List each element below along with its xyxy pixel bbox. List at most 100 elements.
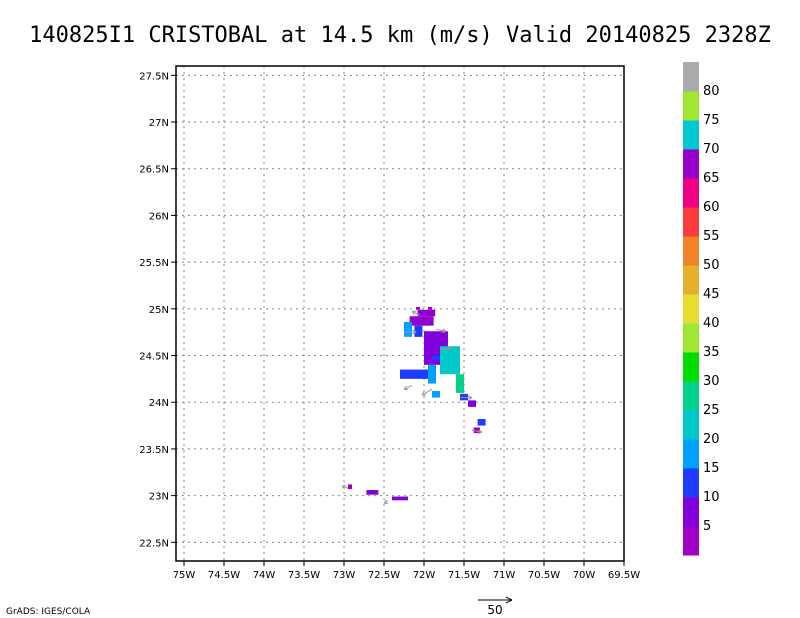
plot-background: [176, 66, 624, 561]
y-tick-label-7: 26N: [149, 211, 169, 222]
wind-speed-cells: [348, 306, 486, 501]
y-tick-label-4: 24.5N: [139, 352, 169, 363]
x-tick-label-11: 69.5W: [608, 570, 640, 581]
wind-vector-head-7: [478, 429, 483, 434]
x-tick-label-6: 72W: [413, 570, 436, 581]
wind-cell-0: [416, 306, 420, 310]
colorbar-segment-12: [683, 178, 699, 208]
wind-cell-19: [366, 490, 379, 495]
wind-vector-head-6: [468, 395, 473, 400]
plot-frame: [175, 65, 625, 562]
wind-cell-4: [404, 321, 412, 337]
colorbar-label-65: 65: [703, 171, 720, 186]
colorbar-label-70: 70: [703, 142, 720, 157]
wind-cell-3: [409, 316, 434, 326]
wind-vector-head-2: [412, 329, 417, 335]
wind-cell-2: [417, 309, 436, 317]
colorbar-segment-14: [683, 120, 699, 150]
wind-vectors: [341, 310, 483, 504]
wind-vector-head-5: [421, 391, 427, 396]
colorbar-segment-0: [683, 526, 699, 556]
plot-area: [175, 65, 625, 562]
colorbar-label-35: 35: [703, 345, 720, 360]
colorbar-label-10: 10: [703, 490, 720, 505]
colorbar-label-5: 5: [703, 519, 711, 534]
wind-vector-1: [435, 328, 447, 332]
y-tick-label-2: 23.5N: [139, 445, 169, 456]
wind-vector-0: [411, 310, 421, 316]
colorbar-segment-8: [683, 294, 699, 324]
wind-cell-18: [348, 484, 352, 490]
x-tick-label-9: 70.5W: [528, 570, 560, 581]
colorbar-segment-7: [683, 323, 699, 353]
wind-cell-20: [392, 496, 408, 501]
wind-cell-10: [428, 364, 436, 384]
wind-cell-13: [432, 391, 440, 398]
colorbar-label-40: 40: [703, 316, 720, 331]
wind-vector-7: [471, 429, 483, 433]
x-tick-label-7: 71.5W: [448, 570, 480, 581]
colorbar-label-50: 50: [703, 258, 720, 273]
vector-scale-key: 50: [478, 596, 513, 617]
colorbar-segment-11: [683, 207, 699, 237]
colorbar-segment-3: [683, 439, 699, 469]
colorbar-label-45: 45: [703, 287, 720, 302]
colorbar-segment-15: [683, 91, 699, 121]
colorbar-segment-13: [683, 149, 699, 179]
vector-scale-label: 50: [487, 603, 502, 617]
colorbar-segment-2: [683, 468, 699, 498]
colorbar-label-30: 30: [703, 374, 720, 389]
colorbar-segment-5: [683, 381, 699, 411]
colorbar-segment-16: [683, 62, 699, 92]
colorbar-segment-9: [683, 265, 699, 295]
chart-title: 140825I1 CRISTOBAL at 14.5 km (m/s) Vali…: [29, 23, 771, 48]
wind-vector-head-8: [341, 484, 347, 490]
wind-vector-head-1: [442, 328, 447, 334]
colorbar: 5 10 15 20 25 30 35 40 45 50 55 60 65 70 75 80: [683, 62, 720, 556]
wind-cell-16: [477, 419, 486, 426]
colorbar-segment-4: [683, 410, 699, 440]
colorbar-label-60: 60: [703, 200, 720, 215]
x-tick-label-5: 72.5W: [368, 570, 400, 581]
wind-cell-15: [468, 400, 476, 407]
wind-cell-11: [440, 346, 460, 375]
x-tick-label-1: 74.5W: [208, 570, 240, 581]
x-tick-label-3: 73.5W: [288, 570, 320, 581]
grads-credit: GrADS: IGES/COLA: [6, 607, 91, 617]
x-tick-label-8: 71W: [493, 570, 516, 581]
wind-cell-17: [473, 427, 480, 434]
colorbar-label-25: 25: [703, 403, 720, 418]
wind-vector-5: [421, 388, 433, 396]
vector-scale-arrowhead: [505, 596, 513, 604]
wind-vector-head-0: [411, 310, 417, 315]
wind-vector-head-3: [448, 346, 453, 351]
y-tick-label-3: 24N: [149, 398, 169, 409]
wind-vector-4: [403, 384, 413, 390]
colorbar-label-20: 20: [703, 432, 720, 447]
colorbar-segment-6: [683, 352, 699, 382]
colorbar-label-15: 15: [703, 461, 720, 476]
x-tick-label-0: 75W: [173, 570, 196, 581]
wind-vector-8: [341, 485, 349, 489]
y-tick-label-8: 26.5N: [139, 165, 169, 176]
x-tick-label-2: 74W: [253, 570, 276, 581]
y-tick-label-6: 25.5N: [139, 258, 169, 269]
wind-cell-6: [424, 331, 448, 349]
wind-cell-5: [414, 325, 423, 337]
colorbar-label-75: 75: [703, 113, 720, 128]
wind-cell-12: [456, 374, 464, 393]
wind-cell-1: [428, 306, 432, 310]
wind-vector-3: [439, 347, 453, 351]
colorbar-label-80: 80: [703, 84, 720, 99]
y-tick-label-9: 27N: [149, 118, 169, 129]
colorbar-label-55: 55: [703, 229, 720, 244]
x-tick-label-4: 73W: [333, 570, 356, 581]
wind-cell-9: [400, 369, 428, 379]
y-tick-label-1: 23N: [149, 492, 169, 503]
y-tick-label-0: 22.5N: [139, 538, 169, 549]
x-axis-ticks: 75W 74.5W 74W 73.5W 73W 72.5W 72W 71.5W 71W 70.5W…: [173, 561, 640, 581]
wind-vector-head-4: [403, 385, 409, 391]
y-tick-label-10: 27.5N: [139, 71, 169, 82]
y-tick-label-5: 25N: [149, 305, 169, 316]
